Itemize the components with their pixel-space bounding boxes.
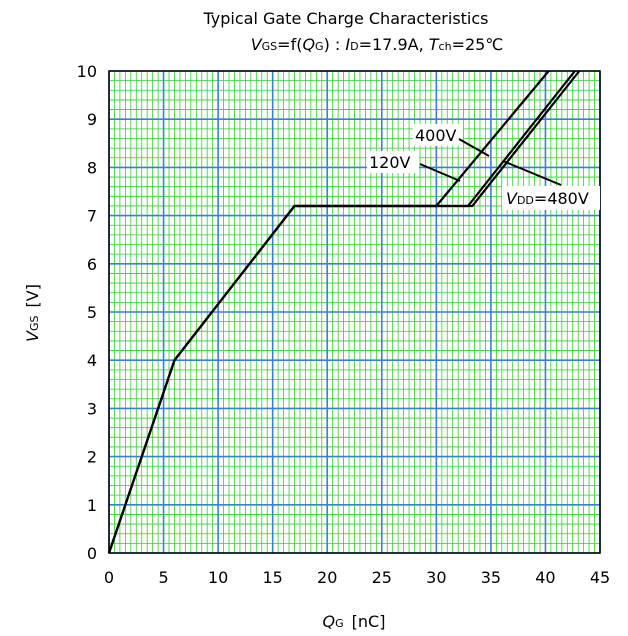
label-120v: 120V: [369, 153, 411, 172]
y-tick-label: 9: [87, 110, 97, 129]
x-tick-label: 30: [426, 568, 446, 587]
x-tick-label: 20: [317, 568, 337, 587]
plot-frame: [108, 70, 601, 554]
x-tick-label: 5: [158, 568, 168, 587]
y-tick-label: 1: [87, 496, 97, 515]
y-axis-label: VGS[V]: [23, 284, 42, 342]
y-tick-label: 3: [87, 399, 97, 418]
x-tick-label: 40: [535, 568, 555, 587]
x-tick-label: 45: [590, 568, 610, 587]
label-120v-bg: [367, 151, 419, 173]
chart-title: Typical Gate Charge Characteristics: [202, 9, 488, 28]
leader-400v: [458, 138, 490, 157]
label-480v: VDD=480V: [506, 189, 589, 208]
x-tick-label: 10: [208, 568, 228, 587]
x-tick-label: 15: [262, 568, 282, 587]
chart-subtitle: VGS=f(QG) : ID=17.9A, Tch=25℃: [251, 35, 504, 54]
y-tick-labels: 0 1 2 3 4 5 6 7 8 9 10: [77, 62, 97, 563]
y-tick-label: 2: [87, 448, 97, 467]
leader-480v: [502, 160, 562, 186]
series-line-480v: [107, 70, 581, 554]
x-tick-labels: 0 5 10 15 20 25 30 35 40 45: [104, 568, 610, 587]
y-tick-label: 8: [87, 158, 97, 177]
x-tick-label: 0: [104, 568, 114, 587]
y-tick-label: 7: [87, 207, 97, 226]
y-tick-label: 6: [87, 255, 97, 274]
x-axis-label: QG [nC]: [323, 612, 386, 631]
y-tick-label: 0: [87, 544, 97, 563]
label-400v: 400V: [415, 126, 457, 145]
y-tick-label: 5: [87, 303, 97, 322]
label-480v-bg: [502, 186, 600, 210]
x-tick-label: 35: [481, 568, 501, 587]
label-400v-bg: [413, 124, 463, 146]
y-tick-label: 10: [77, 62, 97, 81]
x-tick-label: 25: [372, 568, 392, 587]
annotations: 400V 120V VDD=480V: [367, 124, 600, 210]
leader-120v: [419, 163, 461, 182]
y-tick-label: 4: [87, 351, 97, 370]
